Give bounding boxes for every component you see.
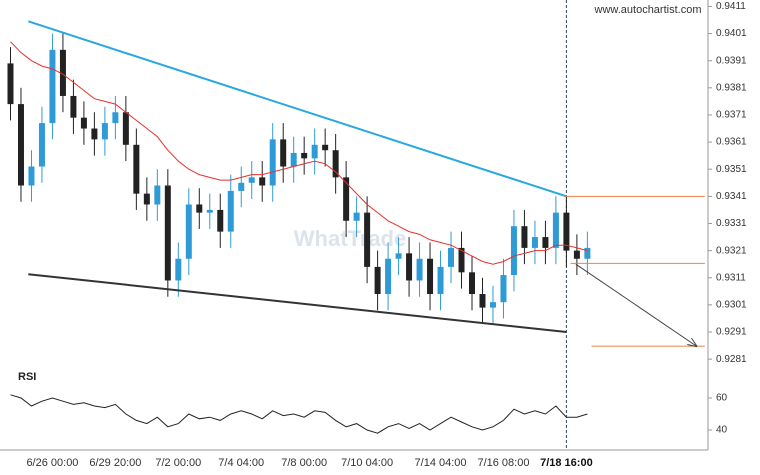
candle-body	[49, 49, 56, 124]
candle-body	[206, 209, 213, 213]
candle-body	[406, 253, 413, 281]
candle-body	[248, 177, 255, 183]
candle-body	[122, 112, 129, 145]
candle-body	[374, 266, 381, 295]
y-tick-label: 0.9341	[716, 191, 747, 202]
y-tick-label: 0.9381	[716, 82, 747, 93]
y-tick-label: 0.9281	[716, 354, 747, 365]
forecast-arrow	[575, 263, 697, 346]
candle-body	[332, 150, 339, 178]
candle-body	[185, 204, 192, 259]
y-tick-label: 0.9291	[716, 327, 747, 338]
candle-body	[259, 177, 266, 186]
y-tick-label: 0.9401	[716, 28, 747, 39]
candle-body	[301, 152, 308, 159]
candle-body	[364, 212, 371, 267]
candle-body	[353, 212, 360, 221]
candle-body	[196, 204, 203, 213]
y-tick-label: 60	[716, 393, 728, 404]
x-tick-label: 6/29 20:00	[89, 457, 141, 469]
candle-body	[552, 212, 559, 248]
candle-body	[70, 95, 77, 118]
candle-body	[437, 266, 444, 295]
candle-body	[563, 212, 570, 251]
candle-body	[531, 237, 538, 248]
watermark: WhatTrade	[294, 226, 406, 251]
y-tick-label: 0.9351	[716, 164, 747, 175]
y-tick-label: 0.9391	[716, 55, 747, 66]
candle-body	[427, 258, 434, 295]
candle-body	[343, 177, 350, 221]
y-tick-label: 0.9301	[716, 300, 747, 311]
x-tick-label: 7/14 04:00	[415, 457, 467, 469]
rsi-line	[10, 394, 588, 434]
candle-body	[448, 247, 455, 267]
candle-body	[584, 247, 591, 259]
candle-body	[458, 247, 465, 273]
moving-average	[10, 41, 588, 265]
candle-body	[269, 139, 276, 186]
candle-body	[395, 253, 402, 259]
y-tick-label: 40	[716, 425, 728, 436]
x-tick-label: 7/16 08:00	[477, 457, 529, 469]
candle-body	[101, 123, 108, 140]
candle-body	[38, 123, 45, 167]
y-tick-label: 0.9321	[716, 245, 747, 256]
trendline	[28, 273, 567, 334]
candle-body	[311, 144, 318, 159]
candle-body	[290, 152, 297, 167]
x-tick-label: 7/2 00:00	[155, 457, 201, 469]
candle-body	[227, 190, 234, 232]
candle-body	[238, 182, 245, 191]
rsi-title: RSI	[18, 371, 36, 383]
y-tick-label: 0.9371	[716, 110, 747, 121]
x-tick-label: 6/26 00:00	[26, 457, 78, 469]
candle-body	[542, 237, 549, 248]
x-tick-label: 7/4 04:00	[218, 457, 264, 469]
y-tick-label: 0.9331	[716, 218, 747, 229]
x-tick-label: 7/10 04:00	[341, 457, 393, 469]
candle-body	[175, 258, 182, 281]
trendline	[28, 20, 567, 198]
candle-body	[154, 185, 161, 205]
candle-body	[143, 193, 150, 205]
candle-body	[573, 250, 580, 259]
candle-body	[112, 112, 119, 124]
candle-body	[91, 128, 98, 140]
candle-body	[28, 166, 35, 186]
candle-body	[521, 226, 528, 248]
candle-body	[322, 144, 329, 151]
y-tick-label: 0.9361	[716, 137, 747, 148]
candle-body	[416, 258, 423, 281]
y-tick-label: 0.9311	[716, 272, 746, 283]
candle-body	[385, 258, 392, 295]
source-label: www.autochartist.com	[594, 4, 702, 16]
candle-body	[164, 185, 171, 281]
candle-body	[500, 275, 507, 303]
candle-body	[59, 49, 66, 96]
y-tick-label: 0.9411	[716, 1, 746, 12]
candle-body	[280, 139, 287, 167]
candle-body	[80, 117, 87, 129]
candle-body	[469, 272, 475, 295]
x-tick-label: 7/18 16:00	[540, 457, 593, 469]
candle-body	[510, 226, 517, 276]
candle-body	[7, 63, 14, 105]
candle-body	[479, 294, 486, 308]
x-tick-label: 7/8 00:00	[281, 457, 327, 469]
candle-body	[217, 209, 224, 232]
candle-body	[17, 104, 24, 186]
candle-body	[133, 144, 140, 194]
candle-body	[489, 302, 496, 308]
